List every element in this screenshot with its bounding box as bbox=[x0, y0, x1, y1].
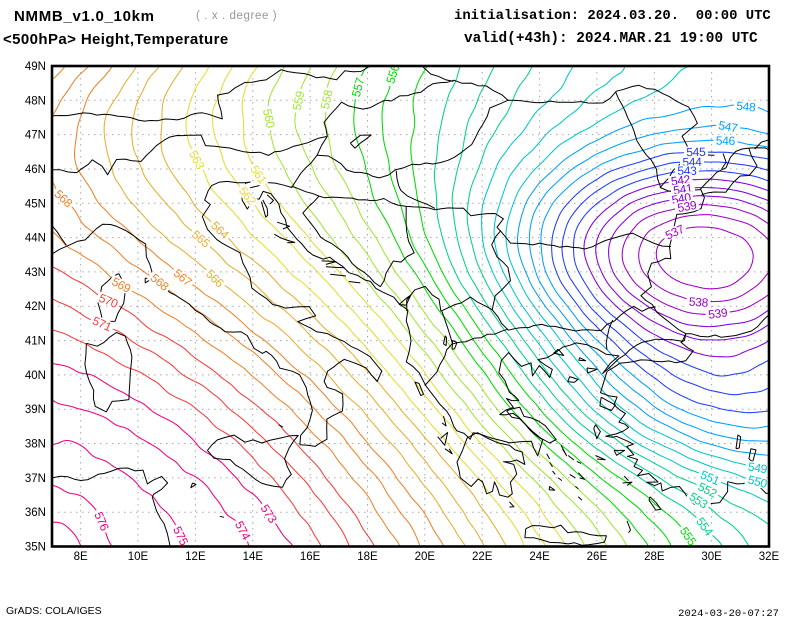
svg-text:18E: 18E bbox=[357, 551, 378, 563]
svg-text:545: 545 bbox=[686, 145, 706, 159]
svg-text:35N: 35N bbox=[25, 542, 46, 554]
svg-text:24E: 24E bbox=[529, 551, 550, 563]
svg-text:<500hPa> Height,Temperature: <500hPa> Height,Temperature bbox=[3, 31, 229, 48]
svg-text:546: 546 bbox=[716, 134, 736, 148]
svg-text:32E: 32E bbox=[759, 551, 780, 563]
svg-text:30E: 30E bbox=[701, 551, 722, 563]
svg-text:49N: 49N bbox=[25, 61, 46, 73]
svg-text:48N: 48N bbox=[25, 95, 46, 107]
svg-text:10E: 10E bbox=[128, 551, 149, 563]
svg-text:45N: 45N bbox=[25, 198, 46, 210]
svg-text:20E: 20E bbox=[415, 551, 436, 563]
svg-text:560: 560 bbox=[260, 107, 278, 129]
svg-text:36N: 36N bbox=[25, 507, 46, 519]
svg-text:47N: 47N bbox=[25, 130, 46, 142]
svg-text:41N: 41N bbox=[25, 336, 46, 348]
svg-text:valid(+43h): 2024.MAR.21 19:00: valid(+43h): 2024.MAR.21 19:00 UTC bbox=[464, 31, 758, 47]
svg-text:initialisation: 2024.03.20. 0: initialisation: 2024.03.20. 00:00 UTC bbox=[454, 8, 771, 24]
svg-text:556: 556 bbox=[383, 62, 402, 85]
svg-text:NMMB_v1.0_10km: NMMB_v1.0_10km bbox=[14, 8, 155, 25]
svg-text:40N: 40N bbox=[25, 370, 46, 382]
svg-text:558: 558 bbox=[318, 88, 336, 110]
svg-text:2024-03-20-07:27: 2024-03-20-07:27 bbox=[678, 608, 779, 618]
svg-text:39N: 39N bbox=[25, 404, 46, 416]
svg-text:12E: 12E bbox=[185, 551, 206, 563]
svg-text:38N: 38N bbox=[25, 439, 46, 451]
svg-text:37N: 37N bbox=[25, 473, 46, 485]
svg-text:539: 539 bbox=[676, 198, 698, 215]
svg-text:14E: 14E bbox=[243, 551, 264, 563]
svg-text:22E: 22E bbox=[472, 551, 493, 563]
svg-text:16E: 16E bbox=[300, 551, 321, 563]
svg-text:570: 570 bbox=[97, 291, 121, 311]
svg-text:559: 559 bbox=[290, 89, 308, 111]
svg-text:550: 550 bbox=[746, 472, 769, 491]
svg-text:46N: 46N bbox=[25, 164, 46, 176]
svg-text:549: 549 bbox=[747, 459, 769, 476]
svg-text:( . x . degree ): ( . x . degree ) bbox=[196, 10, 277, 22]
svg-text:42N: 42N bbox=[25, 301, 46, 313]
svg-text:539: 539 bbox=[707, 305, 728, 321]
svg-text:557: 557 bbox=[349, 76, 368, 99]
svg-text:44N: 44N bbox=[25, 233, 46, 245]
svg-text:28E: 28E bbox=[644, 551, 665, 563]
svg-text:548: 548 bbox=[736, 99, 757, 115]
svg-text:547: 547 bbox=[717, 118, 739, 135]
svg-text:GrADS: COLA/IGES: GrADS: COLA/IGES bbox=[6, 605, 102, 617]
svg-text:8E: 8E bbox=[74, 551, 88, 563]
svg-text:26E: 26E bbox=[587, 551, 608, 563]
svg-text:538: 538 bbox=[688, 295, 709, 310]
svg-text:43N: 43N bbox=[25, 267, 46, 279]
